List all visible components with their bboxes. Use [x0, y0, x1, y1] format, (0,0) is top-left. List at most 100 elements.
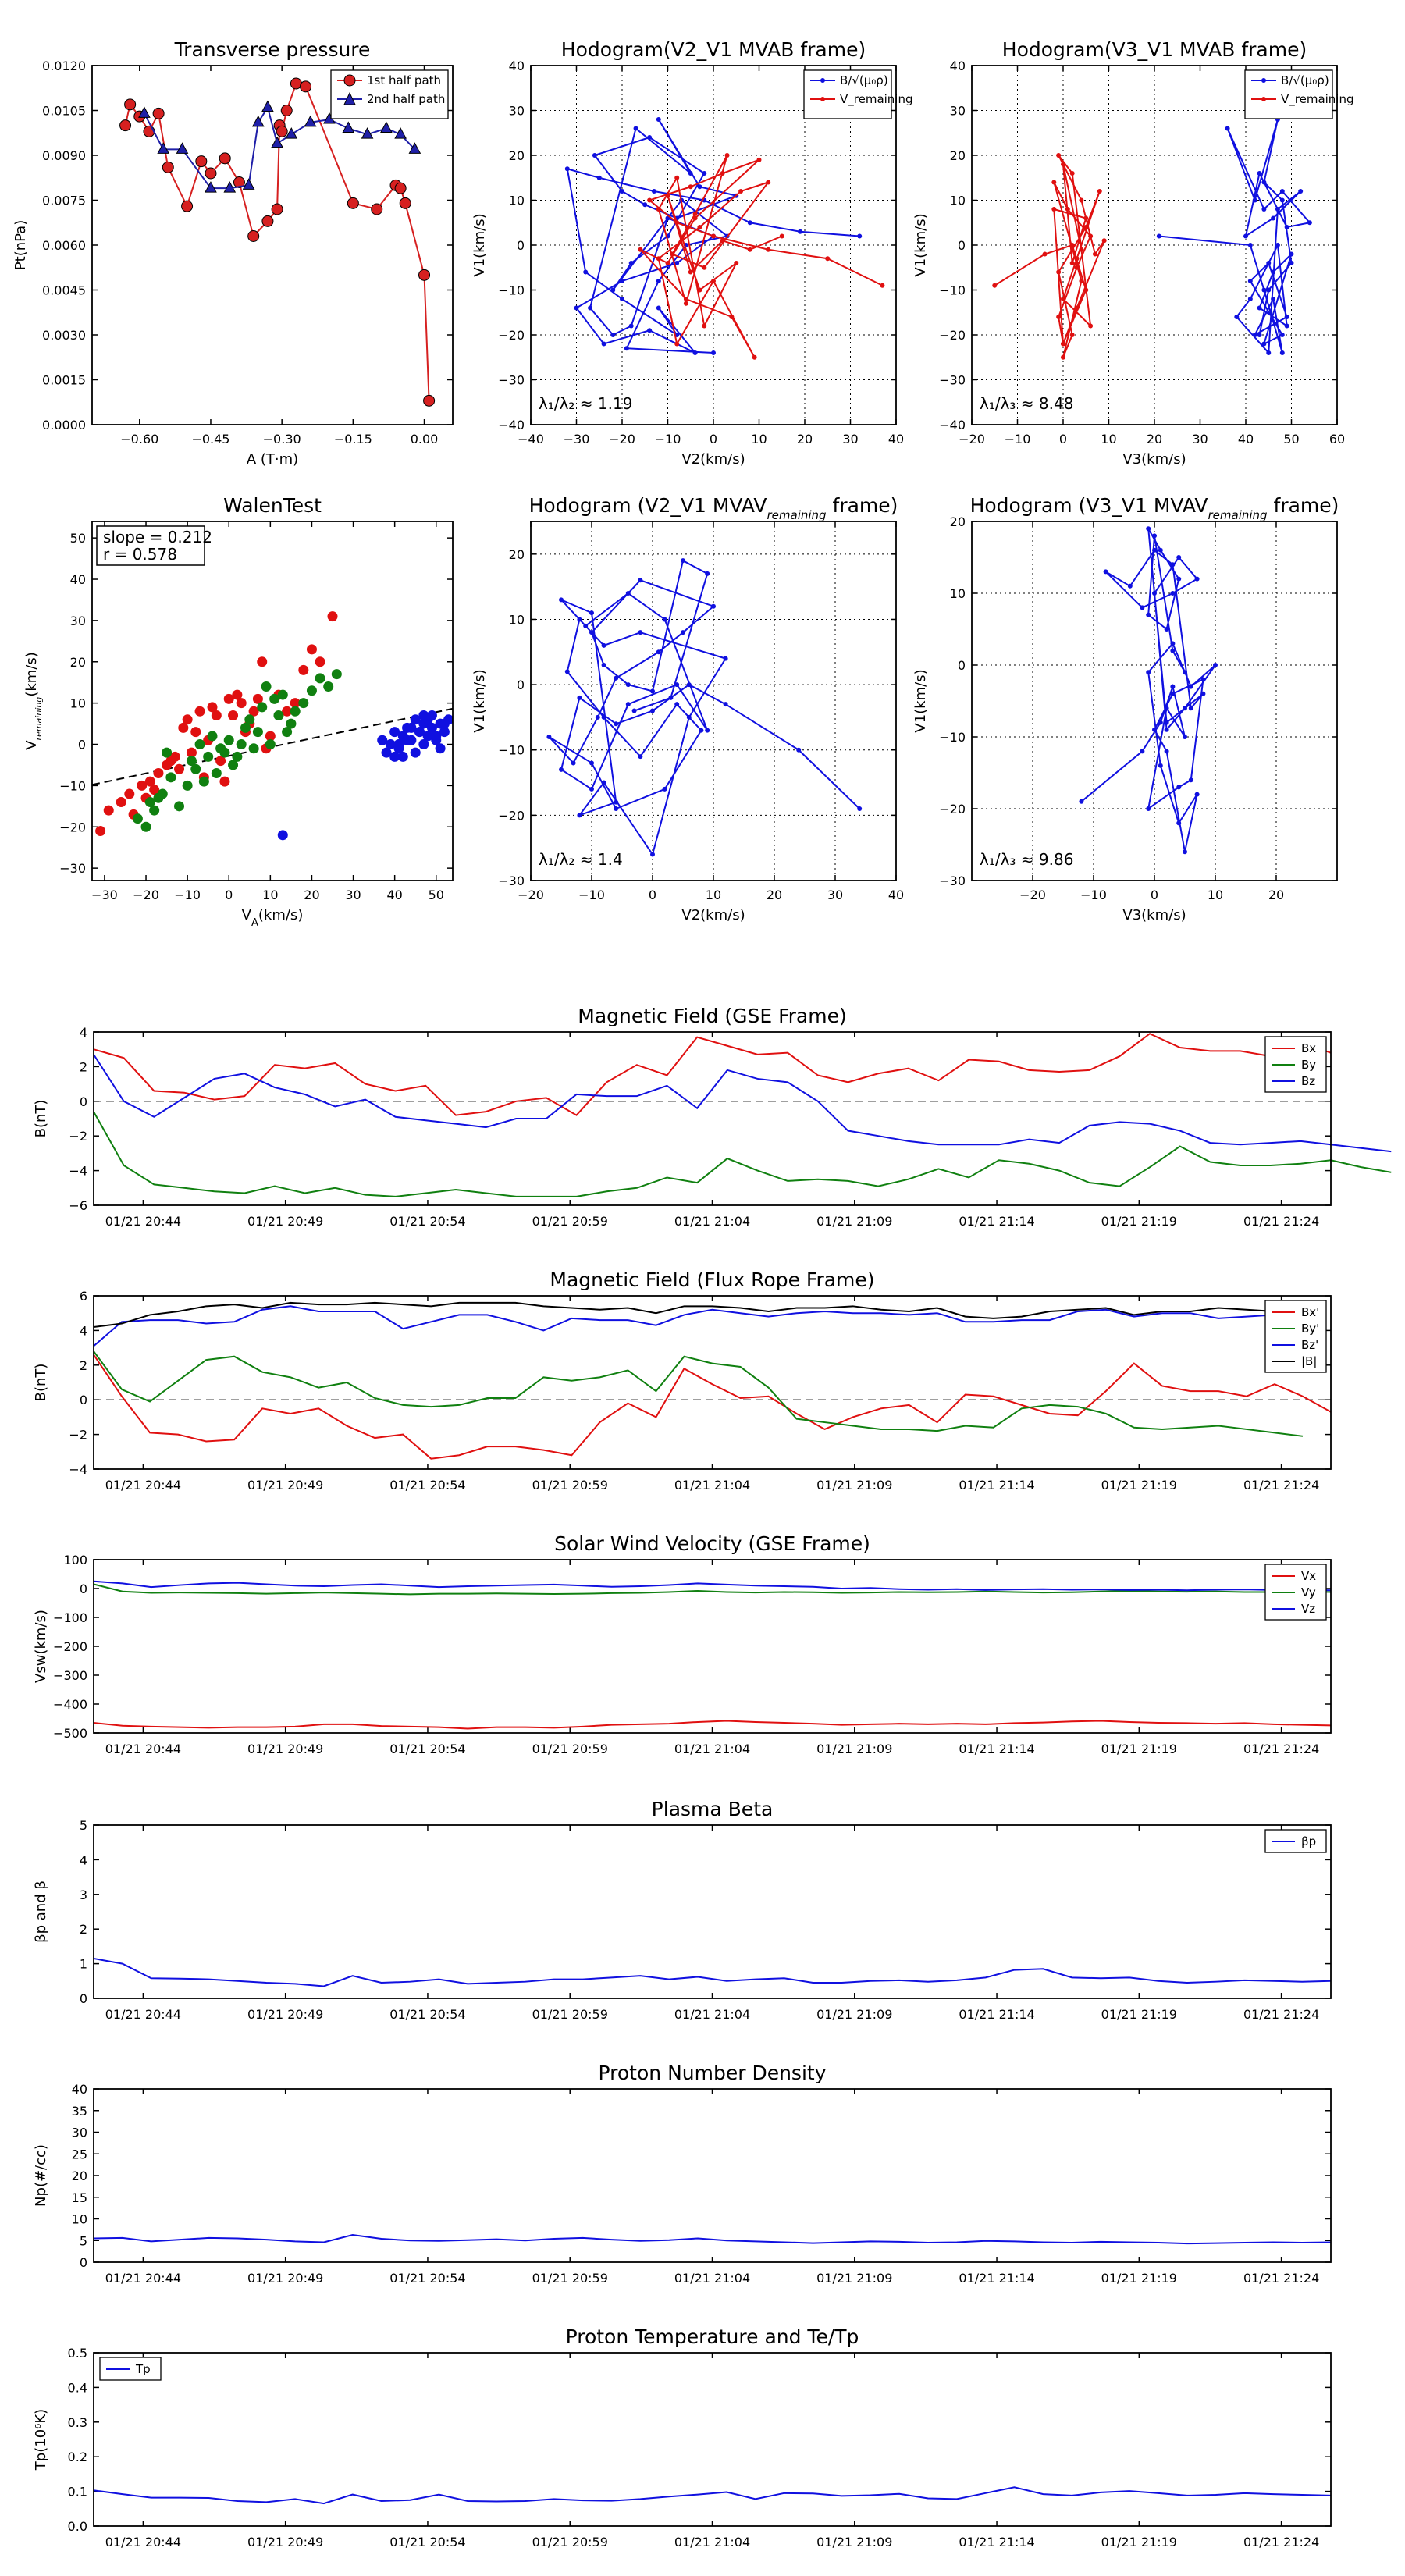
data-point [1257, 333, 1262, 337]
legend-label: By' [1301, 1322, 1319, 1336]
y-tick-label: −30 [498, 373, 525, 388]
chart-np: Proton Number Density 01/21 20:44 01/21 20… [33, 2062, 1332, 2286]
data-point [439, 727, 450, 738]
y-axis-label: Tp(10⁶K) [33, 2409, 49, 2471]
x-tick-label: 40 [1238, 432, 1254, 447]
data-point [1252, 333, 1257, 337]
legend-label: V_remaining [840, 92, 913, 107]
x-axis-label: A (T·m) [247, 451, 298, 468]
y-tick-label: 0.1 [68, 2485, 87, 2500]
y-tick-label: 3 [80, 1888, 87, 1902]
x-tick-label: 20 [797, 432, 813, 447]
data-point [546, 735, 552, 739]
chart-tp_temp: Proton Temperature and Te/Tp 01/21 20:44 0… [33, 2325, 1332, 2549]
data-point [282, 727, 293, 738]
x-tick-label: 0 [1151, 888, 1158, 902]
data-point [132, 813, 143, 824]
y-tick-label: −20 [59, 820, 86, 834]
data-point [323, 681, 334, 692]
data-point [240, 722, 251, 733]
data-point [169, 751, 180, 762]
data-point [271, 203, 283, 215]
data-point [656, 279, 661, 283]
y-tick-label: 0.4 [68, 2380, 87, 2395]
x-tick-label: −20 [133, 888, 159, 902]
data-point [681, 630, 685, 635]
data-point [1152, 591, 1157, 596]
data-point [674, 341, 680, 347]
data-point [1146, 806, 1151, 811]
y-tick-label: −2 [69, 1428, 87, 1443]
data-point [625, 591, 631, 596]
data-point [1140, 605, 1145, 610]
data-point [1146, 670, 1151, 675]
data-point [228, 760, 239, 770]
x-tick-label: 01/21 20:49 [247, 2007, 323, 2022]
y-tick-label: −40 [498, 418, 525, 432]
data-point [1247, 243, 1253, 247]
eigenvalue-ratio: λ₁/λ₃ ≈ 9.86 [980, 850, 1073, 869]
data-point [595, 714, 600, 720]
x-tick-label: −10 [174, 888, 201, 902]
data-point [248, 743, 259, 754]
data-point [674, 682, 680, 688]
data-point [1164, 749, 1169, 754]
y-tick-label: −10 [939, 283, 966, 298]
y-tick-label: 0.0120 [42, 59, 86, 73]
data-point [265, 739, 276, 750]
plot-frame [91, 521, 454, 881]
data-point [1279, 333, 1285, 337]
data-point [688, 171, 693, 176]
data-point [628, 323, 634, 329]
x-tick-label: 50 [429, 888, 444, 902]
data-point [614, 806, 619, 811]
data-point [1074, 305, 1080, 311]
data-point [857, 233, 863, 239]
y-tick-label: −30 [939, 873, 966, 888]
x-tick-label: 01/21 20:54 [389, 1214, 465, 1229]
legend-label: Vz [1301, 1602, 1315, 1616]
chart-hodo1: Hodogram(V2_V1 MVAB frame) −40 −30 −20 −10 0 1… [471, 38, 913, 468]
data-point [207, 702, 218, 713]
x-tick-label: 20 [1147, 432, 1162, 447]
data-point [711, 350, 716, 355]
y-tick-label: 0.3 [68, 2415, 87, 2430]
data-point [559, 767, 564, 772]
y-tick-label: 0.0090 [42, 148, 86, 163]
y-tick-label: 0.0015 [42, 373, 86, 388]
data-point [688, 184, 693, 190]
y-tick-label: 6 [80, 1289, 87, 1304]
data-point [277, 689, 288, 700]
data-point [1152, 727, 1157, 732]
y-tick-label: −30 [59, 861, 86, 876]
data-point [697, 184, 702, 190]
data-point [1213, 663, 1218, 667]
y-tick-label: 5 [80, 1818, 87, 1833]
data-point [174, 763, 185, 774]
data-point [252, 727, 263, 738]
data-point [711, 279, 716, 283]
x-tick-label: 01/21 21:19 [1101, 1478, 1177, 1493]
data-point [592, 153, 597, 158]
data-point [683, 301, 688, 306]
data-point [620, 279, 624, 283]
data-point [228, 710, 239, 721]
data-point [1194, 792, 1200, 797]
data-point [1065, 207, 1070, 212]
data-point [232, 689, 243, 700]
data-point [285, 127, 298, 139]
y-tick-label: 30 [72, 2126, 87, 2140]
data-point [662, 617, 667, 622]
data-point [596, 175, 602, 180]
data-point [381, 747, 392, 758]
y-tick-label: 0 [80, 1582, 87, 1596]
data-point [174, 801, 185, 812]
data-point [414, 727, 425, 738]
data-point [779, 233, 784, 239]
y-tick-label: −10 [59, 778, 86, 793]
series-line [93, 1305, 1304, 1347]
x-tick-label: −20 [1019, 888, 1046, 902]
chart-title: Plasma Beta [652, 1798, 774, 1820]
x-tick-label: 01/21 20:54 [389, 1478, 465, 1493]
